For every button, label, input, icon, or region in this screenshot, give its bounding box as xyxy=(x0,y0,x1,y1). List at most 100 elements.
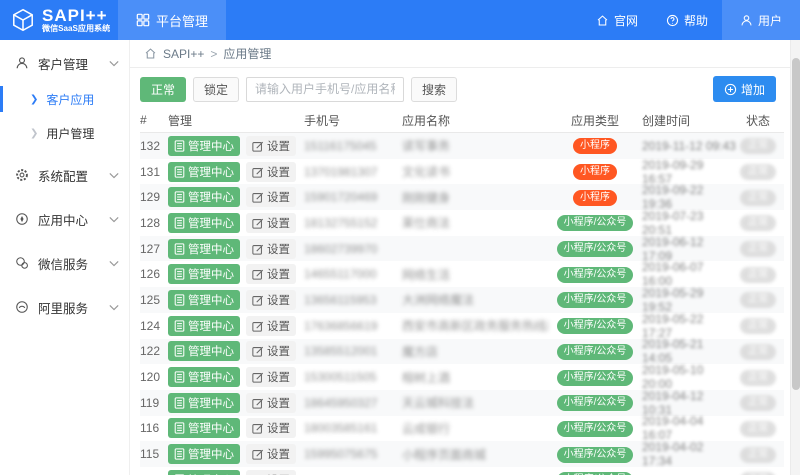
status-badge: 正常 xyxy=(740,241,776,258)
manage-center-label: 管理中心 xyxy=(188,397,234,410)
status-badge: 正常 xyxy=(740,318,776,335)
created-time: 2019-05-10 20:00 xyxy=(642,363,704,392)
document-icon xyxy=(174,191,185,203)
row-id: 115 xyxy=(140,447,160,462)
col-app-name: 应用名称 xyxy=(402,113,451,128)
sidebar-label: 客户管理 xyxy=(38,57,89,72)
search-input[interactable] xyxy=(246,76,405,102)
sidebar: 客户管理 ❯ 客户应用 ❯ 用户管理 系统配置 xyxy=(0,40,130,475)
settings-button[interactable]: 设置 xyxy=(246,135,296,156)
wechat-icon xyxy=(14,255,30,271)
app-type-badge: 小程序/公众号 xyxy=(556,318,634,335)
breadcrumb-root[interactable]: SAPI++ xyxy=(163,46,205,61)
phone-number: 13701981307 xyxy=(304,164,378,179)
grid-icon xyxy=(136,13,150,27)
settings-label: 设置 xyxy=(267,294,290,307)
settings-button[interactable]: 设置 xyxy=(246,315,296,336)
col-created: 创建时间 xyxy=(642,113,691,128)
manage-center-button[interactable]: 管理中心 xyxy=(168,418,240,439)
settings-button[interactable]: 设置 xyxy=(246,161,296,182)
app-name: 文化读书 xyxy=(402,165,451,180)
settings-button[interactable]: 设置 xyxy=(246,341,296,362)
manage-center-button[interactable]: 管理中心 xyxy=(168,469,240,475)
manage-center-button[interactable]: 管理中心 xyxy=(168,315,240,336)
official-site-link[interactable]: 官网 xyxy=(582,0,652,40)
sidebar-item-customer-app[interactable]: ❯ 客户应用 xyxy=(0,86,129,112)
edit-icon xyxy=(252,217,264,229)
edit-icon xyxy=(252,294,264,306)
created-time: 2019-09-22 19:36 xyxy=(642,183,704,212)
settings-label: 设置 xyxy=(267,346,290,359)
row-id: 129 xyxy=(140,190,161,205)
chevron-down-icon xyxy=(109,172,119,179)
manage-center-label: 管理中心 xyxy=(188,372,234,385)
filter-lock-button[interactable]: 锁定 xyxy=(193,76,240,102)
phone-number: 15901720469 xyxy=(304,190,378,205)
table-row: 116 管理中心 设置 18003585161 xyxy=(140,414,784,442)
manage-center-button[interactable]: 管理中心 xyxy=(168,444,240,465)
settings-button[interactable]: 设置 xyxy=(246,289,296,310)
manage-center-button[interactable]: 管理中心 xyxy=(168,289,240,310)
manage-center-button[interactable]: 管理中心 xyxy=(168,264,240,285)
help-label: 帮助 xyxy=(683,13,708,28)
app-type-badge: 小程序 xyxy=(573,189,617,206)
row-id: 116 xyxy=(140,421,160,436)
document-icon xyxy=(174,140,185,152)
manage-center-button[interactable]: 管理中心 xyxy=(168,212,240,233)
settings-button[interactable]: 设置 xyxy=(246,238,296,259)
settings-label: 设置 xyxy=(267,140,290,153)
document-icon xyxy=(174,242,185,255)
main-content: SAPI++ > 应用管理 正常 锁定 搜索 增加 # 管理 手机号 xyxy=(130,40,800,475)
add-button[interactable]: 增加 xyxy=(712,76,776,102)
document-icon xyxy=(174,371,185,383)
manage-center-label: 管理中心 xyxy=(188,192,234,205)
settings-button[interactable]: 设置 xyxy=(246,264,296,285)
edit-icon xyxy=(252,422,264,435)
settings-button[interactable]: 设置 xyxy=(246,212,296,233)
sidebar-item-user-manage[interactable]: ❯ 用户管理 xyxy=(0,120,129,146)
settings-button[interactable]: 设置 xyxy=(246,392,296,413)
status-badge: 正常 xyxy=(740,215,776,232)
row-id: 128 xyxy=(140,215,161,230)
manage-center-button[interactable]: 管理中心 xyxy=(168,161,240,182)
created-time: 2019-05-29 19:52 xyxy=(642,285,704,314)
sidebar-item-system-config[interactable]: 系统配置 xyxy=(0,160,129,190)
filter-normal-button[interactable]: 正常 xyxy=(140,76,187,102)
settings-button[interactable]: 设置 xyxy=(246,187,296,208)
settings-label: 设置 xyxy=(267,423,290,436)
official-site-label: 官网 xyxy=(613,13,638,28)
table-row: 115 管理中心 设置 15995075675 xyxy=(140,440,784,468)
sidebar-item-app-center[interactable]: 应用中心 xyxy=(0,204,129,234)
sidebar-item-ali-service[interactable]: 阿里服务 xyxy=(0,292,129,322)
settings-button[interactable]: 设置 xyxy=(246,469,296,475)
edit-icon xyxy=(252,140,264,152)
platform-manage-tab[interactable]: 平台管理 xyxy=(118,0,227,40)
settings-button[interactable]: 设置 xyxy=(246,367,296,388)
user-menu[interactable]: 用户 xyxy=(721,0,800,40)
manage-center-button[interactable]: 管理中心 xyxy=(168,341,240,362)
manage-center-label: 管理中心 xyxy=(188,346,234,359)
app-type-badge: 小程序/公众号 xyxy=(556,266,634,283)
manage-center-button[interactable]: 管理中心 xyxy=(168,367,240,388)
col-phone: 手机号 xyxy=(304,113,341,128)
sidebar-item-wechat-service[interactable]: 微信服务 xyxy=(0,248,129,278)
table-row: 120 管理中心 设置 15300511505 xyxy=(140,363,784,392)
manage-center-button[interactable]: 管理中心 xyxy=(168,238,240,259)
chevron-down-icon xyxy=(109,260,119,267)
settings-label: 设置 xyxy=(267,320,290,333)
search-button[interactable]: 搜索 xyxy=(411,76,458,102)
manage-center-button[interactable]: 管理中心 xyxy=(168,187,240,208)
manage-center-button[interactable]: 管理中心 xyxy=(168,392,240,413)
breadcrumb-home-icon xyxy=(144,47,157,60)
settings-button[interactable]: 设置 xyxy=(246,418,296,439)
help-link[interactable]: 帮助 xyxy=(652,0,722,40)
app-name: 刚刚健身 xyxy=(402,190,451,205)
document-icon xyxy=(174,165,185,178)
document-icon xyxy=(174,217,185,229)
settings-button[interactable]: 设置 xyxy=(246,444,296,465)
manage-center-button[interactable]: 管理中心 xyxy=(168,135,240,156)
sidebar-item-customer-manage[interactable]: 客户管理 xyxy=(0,48,129,78)
app-name: 小程序页面商城 xyxy=(402,447,487,462)
scrollbar-thumb[interactable] xyxy=(792,58,800,390)
